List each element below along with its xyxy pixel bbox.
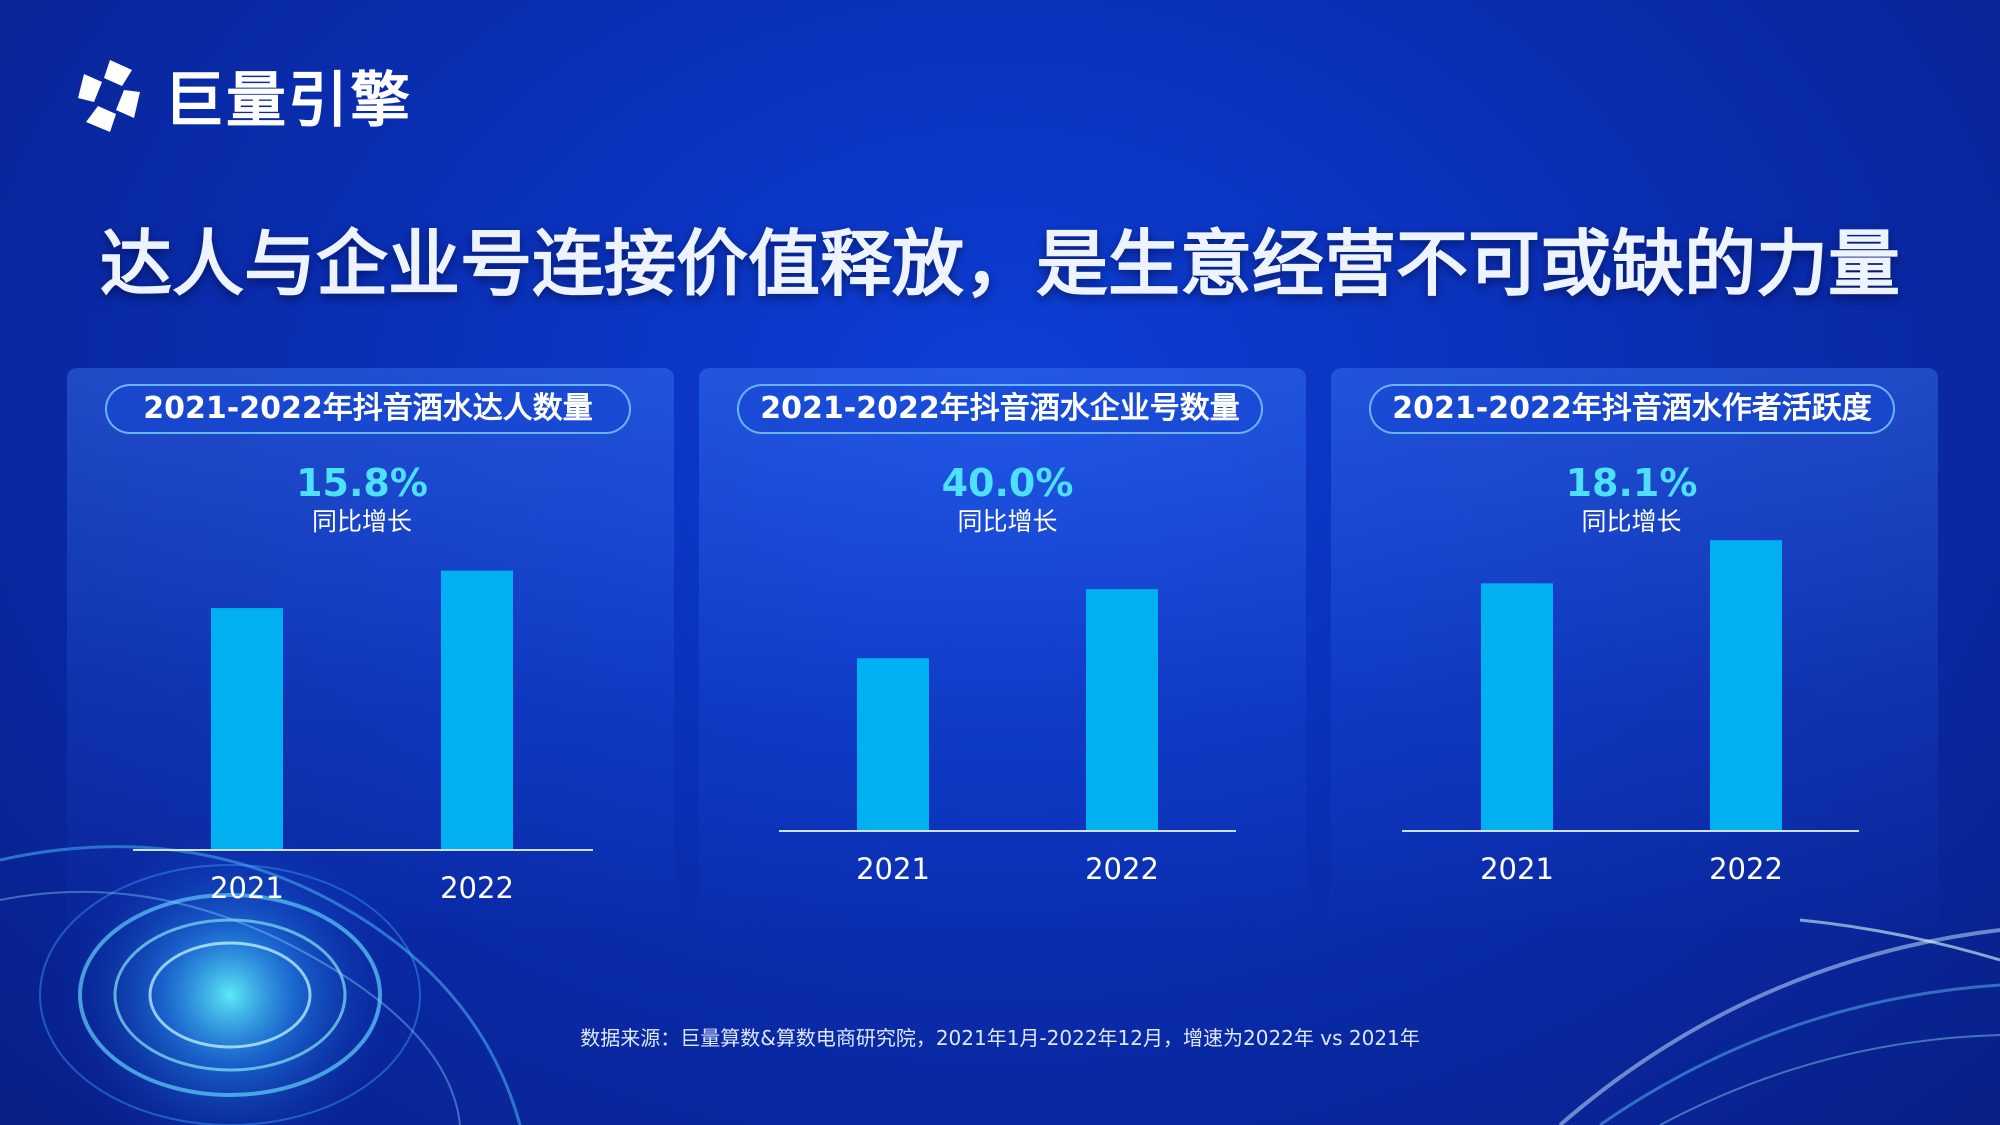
growth-value: 18.1% <box>1566 461 1698 505</box>
page-title: 达人与企业号连接价值释放，是生意经营不可或缺的力量 <box>99 222 1900 306</box>
bar-2021 <box>1481 583 1553 831</box>
chart-title: 2021-2022年抖音酒水达人数量 <box>105 384 631 434</box>
bar-2022 <box>1710 540 1782 831</box>
bar-2021 <box>211 608 283 850</box>
chart-panel-author-activity: 2021-2022年抖音酒水作者活跃度 2021 2022 18.1% 同比增长 <box>1331 368 1938 928</box>
brand-logo: 巨量引擎 <box>70 52 412 139</box>
growth-value: 15.8% <box>296 461 428 505</box>
chart-panel-enterprise-count: 2021-2022年抖音酒水企业号数量 2021 2022 40.0% 同比增长 <box>699 368 1306 928</box>
chart-title: 2021-2022年抖音酒水企业号数量 <box>737 384 1263 434</box>
bar-2022 <box>441 570 513 850</box>
x-tick-label-2022: 2022 <box>440 871 514 905</box>
growth-label: 同比增长 <box>312 507 412 536</box>
chart-title: 2021-2022年抖音酒水作者活跃度 <box>1369 384 1895 434</box>
x-tick-label-2022: 2022 <box>1709 852 1783 886</box>
bar-chart-talent-count: 2021 2022 15.8%同比增长 <box>133 461 593 905</box>
brand-logo-text: 巨量引擎 <box>164 66 412 136</box>
brand-logo-icon <box>78 59 140 132</box>
x-tick-label-2021: 2021 <box>210 871 284 905</box>
growth-label: 同比增长 <box>957 507 1057 536</box>
x-tick-label-2021: 2021 <box>1480 852 1554 886</box>
x-tick-label-2022: 2022 <box>1085 852 1159 886</box>
chart-panel-talent-count: 2021-2022年抖音酒水达人数量 2021 2022 15.8% 同比增长 <box>67 368 674 928</box>
bar-2021 <box>857 658 929 831</box>
growth-label: 同比增长 <box>1581 507 1681 536</box>
x-tick-label-2021: 2021 <box>856 852 930 886</box>
bar-2022 <box>1086 589 1158 831</box>
bar-chart-author-activity: 2021 2022 18.1%同比增长 <box>1402 461 1859 886</box>
source-note: 数据来源：巨量算数&算数电商研究院，2021年1月-2022年12月，增速为20… <box>580 1026 1420 1050</box>
growth-value: 40.0% <box>942 461 1074 505</box>
bar-chart-enterprise-count: 2021 2022 40.0%同比增长 <box>779 461 1236 886</box>
